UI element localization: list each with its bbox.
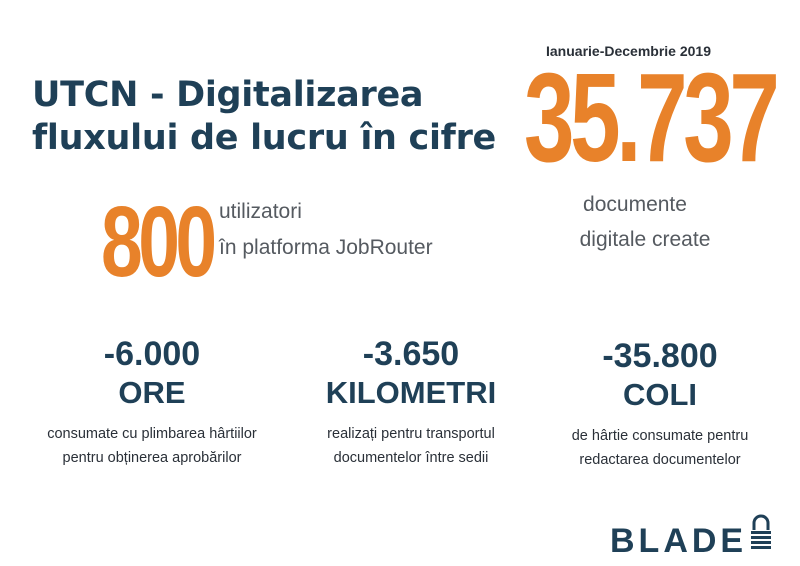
stat-sheets: -35.800 COLI de hârtie consumate pentru … xyxy=(530,336,790,472)
period-label: Ianuarie-Decembrie 2019 xyxy=(546,43,711,59)
padlock-icon xyxy=(749,514,773,556)
stat-hours-description: consumate cu plimbarea hârtiilor pentru … xyxy=(22,422,282,470)
documents-count: 35.737 xyxy=(524,47,780,188)
stat-kilometers-desc-line-2: documentelor între sedii xyxy=(333,450,489,466)
title-line-2: fluxului de lucru în cifre xyxy=(32,118,496,158)
stat-sheets-unit: COLI xyxy=(622,377,698,412)
stat-kilometers-value: -3.650 xyxy=(362,335,460,373)
documents-label-line-2: digitale create xyxy=(579,228,711,251)
page-title: UTCN - Digitalizarea fluxului de lucru î… xyxy=(32,74,502,160)
users-label-line-2: în platforma JobRouter xyxy=(219,236,433,259)
stat-sheets-desc-line-2: redactarea documentelor xyxy=(579,452,741,468)
stat-kilometers-desc-line-1: realizați pentru transportul xyxy=(327,426,495,442)
users-label-line-1: utilizatori xyxy=(219,200,302,223)
stat-sheets-description: de hârtie consumate pentru redactarea do… xyxy=(530,424,790,472)
stat-sheets-value: -35.800 xyxy=(602,337,718,375)
stat-kilometers-unit: KILOMETRI xyxy=(325,375,497,410)
stat-hours-desc-line-2: pentru obținerea aprobărilor xyxy=(62,450,242,466)
blade-logo: BLADE xyxy=(610,510,773,558)
title-line-1: UTCN - Digitalizarea xyxy=(32,75,424,115)
documents-label-line-1: documente xyxy=(583,193,687,216)
users-count: 800 xyxy=(101,186,217,298)
stat-hours-desc-line-1: consumate cu plimbarea hârtiilor xyxy=(47,426,257,442)
stat-kilometers-description: realizați pentru transportul documentelo… xyxy=(281,422,541,470)
stat-kilometers: -3.650 KILOMETRI realizați pentru transp… xyxy=(281,334,541,470)
stat-hours: -6.000 ORE consumate cu plimbarea hârtii… xyxy=(22,334,282,470)
stat-hours-unit: ORE xyxy=(118,375,186,410)
stat-hours-value: -6.000 xyxy=(103,335,201,373)
stat-sheets-desc-line-1: de hârtie consumate pentru xyxy=(571,428,749,444)
logo-text: BLADE xyxy=(610,522,748,560)
